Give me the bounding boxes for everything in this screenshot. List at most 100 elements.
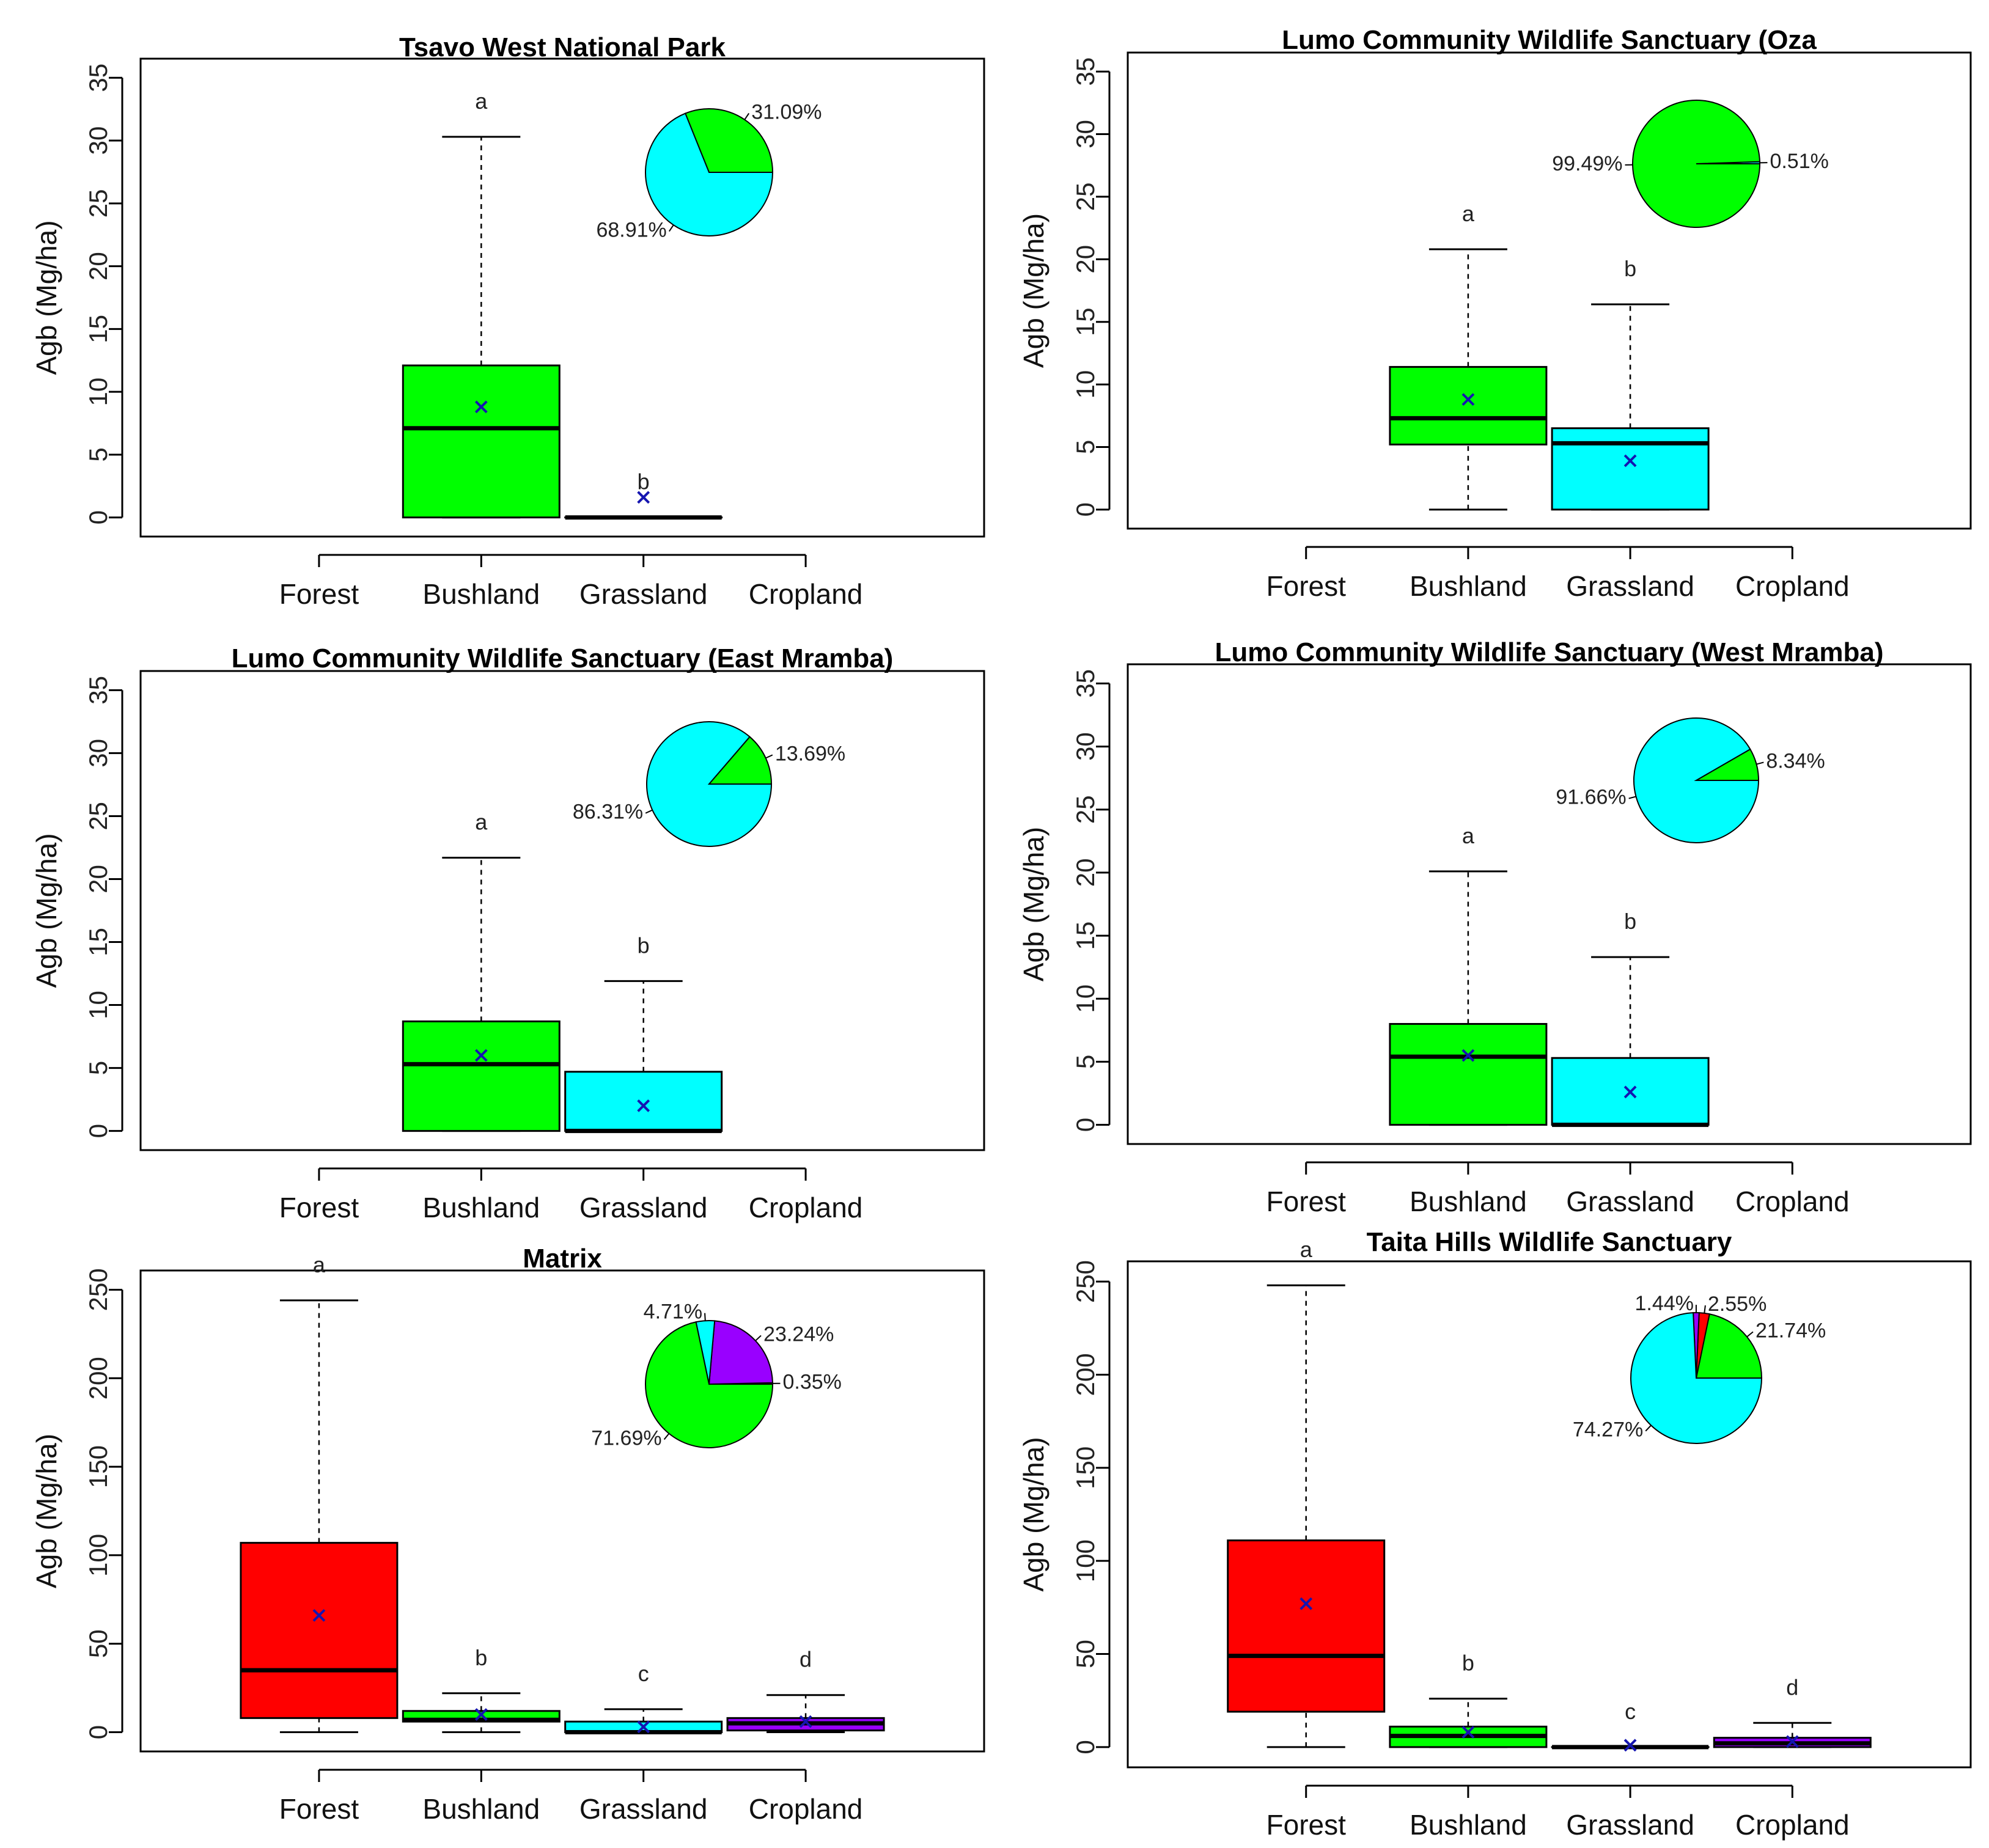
mean-marker <box>1461 1726 1475 1739</box>
pie-label-tick <box>744 112 750 120</box>
chart-panel: Lumo Community Wildlife Sanctuary (Oza 0 5… <box>1018 25 1972 602</box>
y-tick-label: 35 <box>84 676 112 705</box>
pie-slice <box>1632 99 1761 228</box>
box-cropland: d <box>726 1647 885 1734</box>
pie-label-tick <box>645 809 653 814</box>
y-tick-label: 100 <box>1071 1539 1100 1582</box>
box-body <box>1389 365 1548 446</box>
box-forest: a <box>1227 1237 1386 1748</box>
box-cropland: d <box>1713 1674 1872 1748</box>
y-tick-label: 100 <box>84 1534 112 1577</box>
mean-marker <box>474 1708 488 1721</box>
x-tick-label: Grassland <box>579 1793 708 1825</box>
pie-slice-label: 86.31% <box>573 801 643 824</box>
y-tick-label: 15 <box>84 315 112 343</box>
pie-slice-label: 21.74% <box>1756 1319 1826 1342</box>
pie-label-tick <box>668 224 674 232</box>
pie-chart: 0.51% 99.49% <box>1552 99 1829 228</box>
pie-slice-label: 91.66% <box>1556 786 1626 809</box>
pie-label-tick <box>663 1433 670 1440</box>
mean-marker <box>474 1049 488 1062</box>
y-tick-label: 0 <box>1071 1740 1100 1754</box>
y-axis-label: Agb (Mg/ha) <box>31 833 62 988</box>
chart-panel: Matrix 0 50 100 150 200 250 Agb (Mg/ha) Forest Bu… <box>31 1244 985 1825</box>
y-tick-label: 5 <box>1071 440 1100 454</box>
y-tick-label: 10 <box>1071 370 1100 399</box>
pie-label-tick <box>1645 1425 1652 1432</box>
y-tick-label: 10 <box>1071 985 1100 1013</box>
significance-letter: b <box>475 1645 487 1670</box>
pie-label-tick <box>755 1335 762 1341</box>
mean-marker <box>1623 1739 1637 1752</box>
pie-slice-label: 99.49% <box>1552 152 1622 175</box>
significance-letter: a <box>1300 1237 1313 1262</box>
mean-marker <box>637 1099 650 1112</box>
pie-slice <box>707 736 773 785</box>
significance-letter: b <box>1462 1651 1474 1676</box>
box-body <box>1389 1023 1548 1126</box>
y-axis-label: Agb (Mg/ha) <box>31 1434 62 1588</box>
y-tick-label: 0 <box>84 1725 112 1739</box>
box-grassland: b <box>1551 909 1710 1128</box>
box-body <box>564 1071 723 1132</box>
significance-letter: d <box>800 1647 812 1672</box>
chart-panel: Taita Hills Wildlife Sanctuary 0 50 100 150 2… <box>1018 1227 1972 1841</box>
y-tick-label: 35 <box>1071 57 1100 86</box>
pie-chart: 13.69% 86.31% <box>573 721 845 847</box>
y-tick-label: 20 <box>1071 245 1100 274</box>
pie-slice <box>1633 717 1760 843</box>
significance-letter: a <box>475 89 488 114</box>
significance-letter: b <box>1624 909 1636 934</box>
mean-marker <box>474 400 488 414</box>
pie-slice-label: 71.69% <box>591 1426 661 1450</box>
significance-letter: d <box>1786 1674 1798 1700</box>
y-tick-label: 150 <box>1071 1447 1100 1489</box>
pie-slice-label: 8.34% <box>1766 749 1825 772</box>
box-bushland: a <box>1389 201 1548 511</box>
y-tick-label: 30 <box>84 127 112 155</box>
mean-marker <box>1623 454 1637 468</box>
significance-letter: a <box>1462 823 1475 848</box>
y-tick-label: 25 <box>84 189 112 218</box>
y-tick-label: 25 <box>1071 183 1100 211</box>
mean-marker <box>1300 1597 1313 1610</box>
significance-letter: c <box>638 1661 649 1686</box>
x-tick-label: Cropland <box>749 578 863 610</box>
box-grassland: c <box>564 1661 723 1735</box>
x-tick-label: Grassland <box>579 578 708 610</box>
x-tick-label: Bushland <box>1410 1186 1527 1217</box>
y-tick-label: 5 <box>1071 1055 1100 1069</box>
pie-label-tick <box>1746 1331 1754 1338</box>
significance-letter: a <box>475 809 488 834</box>
chart-title: Matrix <box>523 1244 602 1274</box>
pie-label-tick <box>1628 796 1636 799</box>
x-tick-label: Forest <box>279 1793 359 1825</box>
y-tick-label: 30 <box>84 739 112 768</box>
y-tick-label: 0 <box>84 510 112 524</box>
y-tick-label: 30 <box>1071 732 1100 761</box>
y-tick-label: 50 <box>84 1629 112 1658</box>
significance-letter: b <box>638 469 650 494</box>
y-tick-label: 15 <box>1071 307 1100 336</box>
mean-marker <box>1785 1735 1799 1748</box>
pie-chart: 21.74% 2.55% 1.44% 74.27% <box>1573 1292 1826 1444</box>
x-tick-label: Bushland <box>1410 570 1527 602</box>
plot-frame <box>1127 1260 1972 1769</box>
pie-slice-label: 74.27% <box>1573 1418 1643 1442</box>
chart-panel: Lumo Community Wildlife Sanctuary (West … <box>1018 637 1972 1217</box>
box-bushland: a <box>402 89 561 519</box>
x-tick-label: Cropland <box>1735 570 1850 602</box>
pie-slice <box>708 1320 773 1385</box>
box-body <box>240 1542 399 1719</box>
x-tick-label: Grassland <box>1566 1809 1694 1841</box>
y-axis-label: Agb (Mg/ha) <box>31 220 62 375</box>
y-tick-label: 5 <box>84 1061 112 1075</box>
plot-frame <box>139 1269 985 1753</box>
x-tick-label: Grassland <box>1566 570 1694 602</box>
y-tick-label: 200 <box>84 1357 112 1399</box>
y-tick-label: 25 <box>1071 795 1100 824</box>
y-tick-label: 20 <box>84 252 112 280</box>
plot-frame <box>139 670 985 1151</box>
x-tick-label: Bushland <box>422 578 540 610</box>
pie-label-tick <box>1756 761 1764 765</box>
